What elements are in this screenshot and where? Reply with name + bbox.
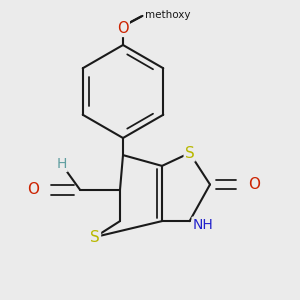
Text: O: O <box>28 182 40 197</box>
Text: S: S <box>185 146 194 160</box>
Text: H: H <box>56 157 67 171</box>
Text: methoxy: methoxy <box>146 10 191 20</box>
Text: O: O <box>248 177 260 192</box>
Text: NH: NH <box>193 218 213 232</box>
Text: S: S <box>90 230 100 244</box>
Text: O: O <box>117 21 129 36</box>
